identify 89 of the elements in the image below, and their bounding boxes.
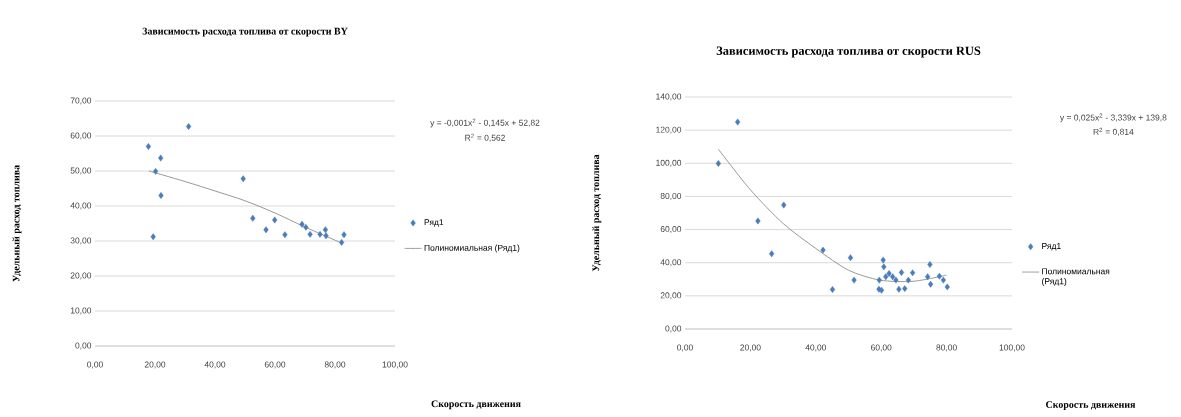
legend-label: Полиномиальная (Ряд1) <box>1042 268 1110 286</box>
x-tick-label: 20,00 <box>144 361 166 369</box>
y-tick-label: 20,00 <box>660 292 682 300</box>
point <box>829 286 836 293</box>
point <box>944 283 950 291</box>
point <box>240 175 246 183</box>
x-tick-label: 60,00 <box>871 344 892 352</box>
y-tick-label: 140,00 <box>656 93 682 101</box>
x-tick-label: 80,00 <box>324 361 346 369</box>
legend-label: Ряд1 <box>1042 243 1061 251</box>
point <box>158 192 164 199</box>
point <box>323 232 329 240</box>
y-axis-title: Удельный расход топлива <box>12 165 22 282</box>
x-tick-label: 60,00 <box>264 361 286 369</box>
point <box>910 269 916 277</box>
y-tick-label: 10,00 <box>70 307 92 315</box>
point <box>339 239 345 246</box>
text: R$^{2}$ = 0,562 <box>465 133 505 142</box>
point <box>299 220 305 228</box>
point <box>263 226 269 234</box>
point <box>902 285 908 292</box>
x-tick-label: 20,00 <box>740 344 761 352</box>
y-tick-label: 20,00 <box>70 272 92 280</box>
point <box>317 230 323 238</box>
point <box>890 273 896 281</box>
y-tick-label: 120,00 <box>656 126 682 134</box>
point <box>282 231 288 239</box>
point <box>735 118 741 126</box>
point <box>250 214 256 222</box>
line-series <box>717 148 948 283</box>
point <box>820 246 826 254</box>
point <box>881 263 887 271</box>
point <box>158 154 164 162</box>
point <box>307 230 313 238</box>
text: R$^{2}$ = 0,814 <box>1093 127 1134 136</box>
y-tick-label: 40,00 <box>70 202 92 210</box>
chart-title: Зависимость расхода топлива от скорости RUS <box>716 46 981 58</box>
x-tick-label: 40,00 <box>204 361 226 369</box>
y-tick-label: 100,00 <box>656 159 682 167</box>
y-tick-label: 60,00 <box>70 132 92 140</box>
point <box>880 256 886 264</box>
point <box>898 269 905 276</box>
legend-label: Полиномиальная (Ряд1) <box>424 244 520 253</box>
y-tick-label: 50,00 <box>70 167 92 175</box>
x-axis-title: Скорость движения <box>1046 401 1136 410</box>
point <box>755 217 761 225</box>
point <box>769 250 775 258</box>
point <box>883 273 889 281</box>
point <box>272 216 278 224</box>
chart-title: Зависимость расхода топлива от скорости BY <box>142 27 348 37</box>
point <box>847 254 854 262</box>
point <box>905 276 911 284</box>
x-tick-label: 80,00 <box>936 344 957 352</box>
point <box>928 280 934 288</box>
point <box>303 223 309 231</box>
y-tick-label: 60,00 <box>660 226 682 234</box>
x-tick-label: 40,00 <box>805 344 827 352</box>
point <box>186 123 192 130</box>
x-tick-label: 0,00 <box>87 361 103 369</box>
point <box>145 143 151 150</box>
point <box>927 261 933 268</box>
y-axis-title: Удельный расход топлива <box>592 154 602 272</box>
point <box>341 231 347 239</box>
point <box>896 285 902 293</box>
point <box>715 160 721 167</box>
y-tick-label: 0,00 <box>665 325 682 333</box>
point <box>878 286 885 294</box>
y-tick-label: 40,00 <box>660 259 682 267</box>
point <box>781 201 787 209</box>
point <box>876 276 882 284</box>
point <box>153 167 159 175</box>
point <box>925 273 931 281</box>
point <box>150 233 156 241</box>
point <box>322 226 328 234</box>
text: y = 0,025x$^{2}$ - 3,339x + 139,8 <box>1059 113 1167 123</box>
point <box>886 270 892 277</box>
x-tick-label: 100,00 <box>382 361 408 369</box>
point <box>893 276 899 284</box>
point <box>940 276 946 284</box>
x-tick-label: 0,00 <box>677 344 693 352</box>
x-tick-label: 100,00 <box>999 344 1025 352</box>
legend-label: Ряд1 <box>424 219 444 227</box>
y-tick-label: 30,00 <box>70 237 92 245</box>
text: y = -0,001x$^{2}$ - 0,145x + 52,82 <box>430 118 540 128</box>
y-tick-label: 70,00 <box>70 97 92 105</box>
point <box>936 272 943 280</box>
point <box>851 276 857 284</box>
x-axis-title: Скорость движения <box>431 400 521 410</box>
y-tick-label: 80,00 <box>660 192 682 200</box>
